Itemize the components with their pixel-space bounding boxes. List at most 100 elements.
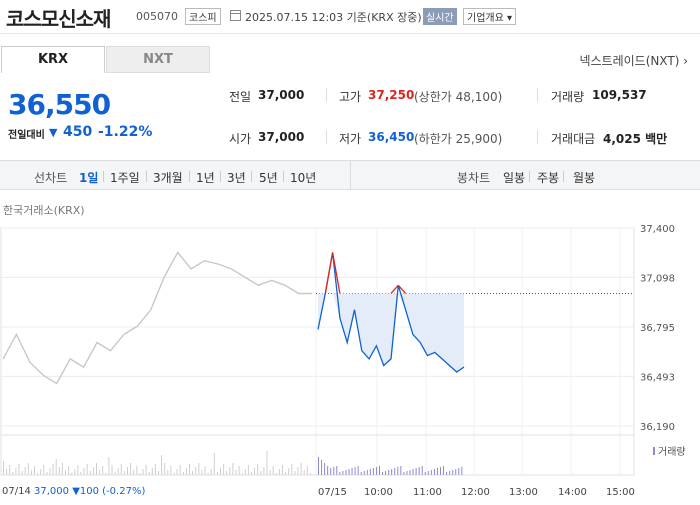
- divider: [537, 88, 538, 102]
- volume-bar: [288, 468, 290, 475]
- prev-day-change: ▼100: [72, 486, 99, 497]
- volume-bar: [372, 468, 374, 475]
- volume-bar: [385, 471, 387, 475]
- volume-bar: [158, 471, 159, 475]
- volume-bar: [263, 467, 265, 475]
- prev-day-line: [2, 251, 312, 385]
- volume-bar: [220, 468, 221, 475]
- volume-bar: [185, 468, 187, 475]
- prev-close-value: 37,000: [258, 88, 305, 102]
- lower-limit: (하한가 25,900): [414, 132, 503, 146]
- period-5y[interactable]: 5년: [259, 171, 278, 185]
- volume-bar: [382, 472, 384, 475]
- volume-bar: [61, 463, 63, 475]
- current-price: 36,550: [8, 88, 111, 121]
- period-1w[interactable]: 1주일: [110, 171, 140, 185]
- volume-bar: [238, 466, 240, 475]
- volume-bar: [102, 466, 104, 475]
- chart-grid: [1, 227, 634, 475]
- high-label: 고가: [339, 90, 362, 104]
- x-axis-labels: 07/15 10:00 11:00 12:00 13:00 14:00 15:00: [318, 487, 635, 498]
- y-tick-label: 37,098: [640, 273, 675, 284]
- change-label: 전일대비: [8, 130, 45, 141]
- volume-bar: [409, 470, 411, 475]
- volume-bar: [226, 471, 228, 475]
- volume-bar: [321, 460, 323, 475]
- volume-bar: [406, 471, 408, 475]
- volume-value: 109,537: [592, 88, 647, 102]
- volume-bar: [251, 472, 252, 475]
- company-info-button[interactable]: 기업개요 ▾: [463, 8, 516, 25]
- volume-bar: [452, 470, 454, 475]
- volume-bar: [260, 471, 262, 475]
- prev-day-pct: (-0.27%): [102, 486, 146, 497]
- volume-bar: [170, 466, 172, 475]
- volume-bar: [173, 473, 175, 475]
- period-3y[interactable]: 3년: [227, 171, 246, 185]
- volume-bar: [65, 470, 66, 475]
- prev-day-series: [2, 251, 634, 385]
- today-line-up: [331, 252, 341, 294]
- divider: [220, 171, 221, 182]
- volume-bar: [151, 468, 153, 475]
- volume-bar: [297, 467, 299, 475]
- today-line: [317, 252, 465, 373]
- x-tick-label: 10:00: [364, 487, 393, 498]
- open-label: 시가: [229, 132, 252, 146]
- volume-bar: [455, 469, 457, 475]
- period-10y[interactable]: 10년: [290, 171, 317, 185]
- volume-bar: [182, 472, 184, 475]
- candle-monthly[interactable]: 월봉: [573, 171, 596, 185]
- x-tick-label: 07/15: [318, 487, 347, 498]
- divider: [283, 171, 284, 182]
- volume-bar: [294, 471, 296, 475]
- volume-bar: [96, 463, 97, 475]
- volume-bar: [83, 468, 85, 475]
- volume-bar: [18, 464, 20, 475]
- volume-bar: [130, 463, 132, 475]
- prev-day-summary: 07/14 37,000 ▼100 (-0.27%): [2, 486, 145, 497]
- volume-bar: [136, 466, 138, 475]
- volume-bar: [176, 469, 178, 475]
- candle-daily[interactable]: 일봉: [503, 171, 526, 185]
- volume-bar: [123, 471, 125, 475]
- volume-bar: [145, 465, 147, 475]
- volume-bar: [415, 468, 417, 475]
- volume-bar: [154, 464, 156, 475]
- volume-bar: [330, 468, 332, 475]
- volume-bar: [68, 466, 70, 475]
- y-axis-labels: 37,400 37,098 36,795 36,493 36,190: [640, 224, 675, 433]
- volume-bar: [375, 467, 377, 475]
- candle-weekly[interactable]: 주봉: [537, 171, 560, 185]
- nextrade-link[interactable]: 넥스트레이드(NXT) ›: [579, 54, 688, 68]
- volume-bar: [148, 472, 150, 475]
- tab-nxt[interactable]: NXT: [106, 46, 210, 73]
- candle-chart-label: 봉차트: [457, 171, 491, 185]
- volume-bar: [241, 473, 243, 475]
- tab-krx[interactable]: KRX: [1, 46, 105, 73]
- intraday-chart[interactable]: 37,400 37,098 36,795 36,493 36,190 07/15 10:0…: [0, 220, 700, 500]
- today-line-up: [390, 284, 399, 294]
- volume-bar: [247, 465, 249, 475]
- volume-bar: [52, 464, 54, 475]
- volume-bar: [427, 471, 429, 475]
- period-1d[interactable]: 1일: [79, 171, 99, 185]
- volume-bar: [266, 451, 268, 475]
- volume-bar: [114, 472, 116, 475]
- volume-bar: [269, 470, 271, 475]
- volume-bar: [71, 473, 73, 475]
- volume-bar: [458, 468, 460, 475]
- volume-bar: [257, 464, 259, 475]
- volume-bar: [6, 469, 8, 475]
- volume-bar: [254, 468, 256, 475]
- volume-bar: [291, 464, 293, 475]
- volume-bar: [46, 472, 48, 475]
- volume-bar: [9, 465, 11, 475]
- volume-bar: [333, 467, 335, 475]
- period-1y[interactable]: 1년: [196, 171, 215, 185]
- volume-bar: [433, 469, 435, 475]
- volume-bar: [360, 472, 362, 475]
- chart-frame: [0, 227, 635, 476]
- period-3m[interactable]: 3개월: [153, 171, 183, 185]
- divider: [350, 161, 351, 190]
